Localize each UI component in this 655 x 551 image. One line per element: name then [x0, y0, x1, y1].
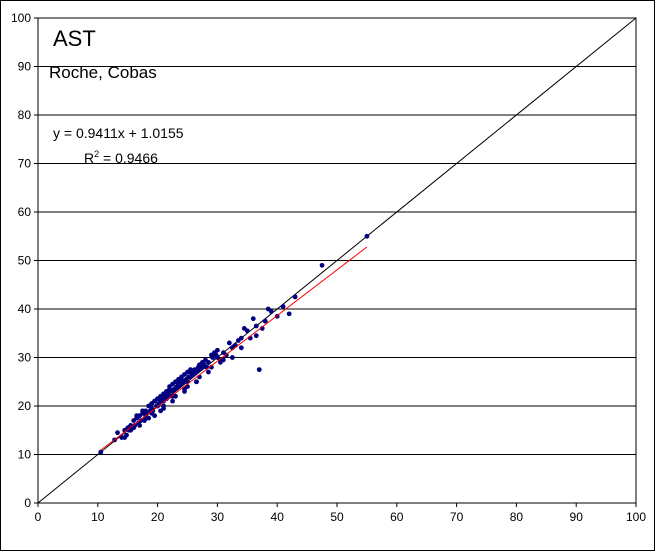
data-points	[98, 233, 370, 455]
y-tick-label: 80	[18, 108, 32, 122]
y-tick-label: 40	[18, 302, 32, 316]
gridlines	[38, 66, 636, 455]
x-tick-label: 20	[151, 510, 165, 524]
data-point	[292, 294, 298, 300]
data-point	[238, 335, 244, 341]
y-tick-label: 50	[18, 254, 32, 268]
x-tick-label: 10	[91, 510, 105, 524]
data-point	[226, 340, 232, 346]
x-tick-label: 90	[570, 510, 584, 524]
data-point	[364, 233, 370, 239]
data-point	[210, 355, 216, 360]
data-point	[206, 369, 211, 375]
data-point	[238, 345, 244, 351]
trendline	[100, 246, 368, 451]
r-squared-prefix: R	[84, 150, 94, 166]
data-point	[140, 408, 146, 414]
y-tick-label: 0	[24, 496, 31, 510]
data-point	[253, 323, 259, 329]
data-point	[170, 398, 175, 404]
x-tick-label: 40	[271, 510, 285, 524]
data-point	[215, 347, 220, 353]
y-tick-label: 20	[18, 399, 32, 413]
y-tick-label: 10	[18, 448, 32, 462]
r-squared-value: = 0.9466	[99, 150, 158, 166]
y-tick-label: 60	[18, 205, 32, 219]
data-point	[167, 386, 172, 392]
data-point	[253, 333, 259, 339]
data-point	[152, 413, 158, 419]
data-point	[182, 386, 187, 392]
x-tick-label: 50	[330, 510, 344, 524]
data-point	[176, 381, 181, 387]
data-point	[179, 376, 184, 382]
y-tick-label: 70	[18, 157, 32, 171]
data-point	[170, 393, 175, 399]
y-tick-label: 100	[11, 11, 31, 25]
x-tick-label: 30	[211, 510, 225, 524]
data-point	[220, 357, 226, 363]
data-point	[115, 430, 120, 436]
data-point	[262, 318, 268, 324]
data-point	[161, 406, 166, 411]
data-point	[229, 355, 235, 360]
data-point	[280, 304, 286, 309]
data-point	[250, 316, 256, 322]
r-squared-exponent: 2	[94, 149, 99, 159]
data-point	[256, 367, 262, 373]
data-point	[138, 418, 144, 423]
data-point	[134, 413, 140, 419]
x-tick-label: 70	[450, 510, 464, 524]
data-point	[191, 372, 196, 377]
r-squared: R2 = 0.9466	[84, 149, 158, 166]
y-tick-label: 90	[18, 60, 32, 74]
chart-subtitle: Roche, Cobas	[49, 63, 157, 82]
data-point	[155, 396, 161, 402]
data-point	[206, 359, 211, 365]
x-tick-label: 0	[35, 510, 42, 524]
y-tick-label: 30	[18, 351, 32, 365]
data-point	[131, 425, 137, 431]
data-point	[98, 449, 104, 455]
chart-title: AST	[53, 26, 96, 51]
data-point	[286, 311, 292, 317]
data-point	[200, 364, 205, 370]
axis-ticks: 0 10 20 30 40 50 60 70 80 90 100 0 10 20 30 40 50 60 70 80 9…	[11, 11, 646, 524]
regression-equation: y = 0.9411x + 1.0155	[53, 125, 184, 141]
data-point	[268, 309, 274, 314]
data-point	[319, 262, 325, 268]
data-point	[194, 379, 199, 385]
data-point	[137, 423, 143, 428]
x-tick-label: 100	[626, 510, 646, 524]
x-tick-label: 80	[510, 510, 524, 524]
data-point	[244, 328, 250, 334]
data-point	[122, 435, 128, 440]
x-tick-label: 60	[390, 510, 404, 524]
